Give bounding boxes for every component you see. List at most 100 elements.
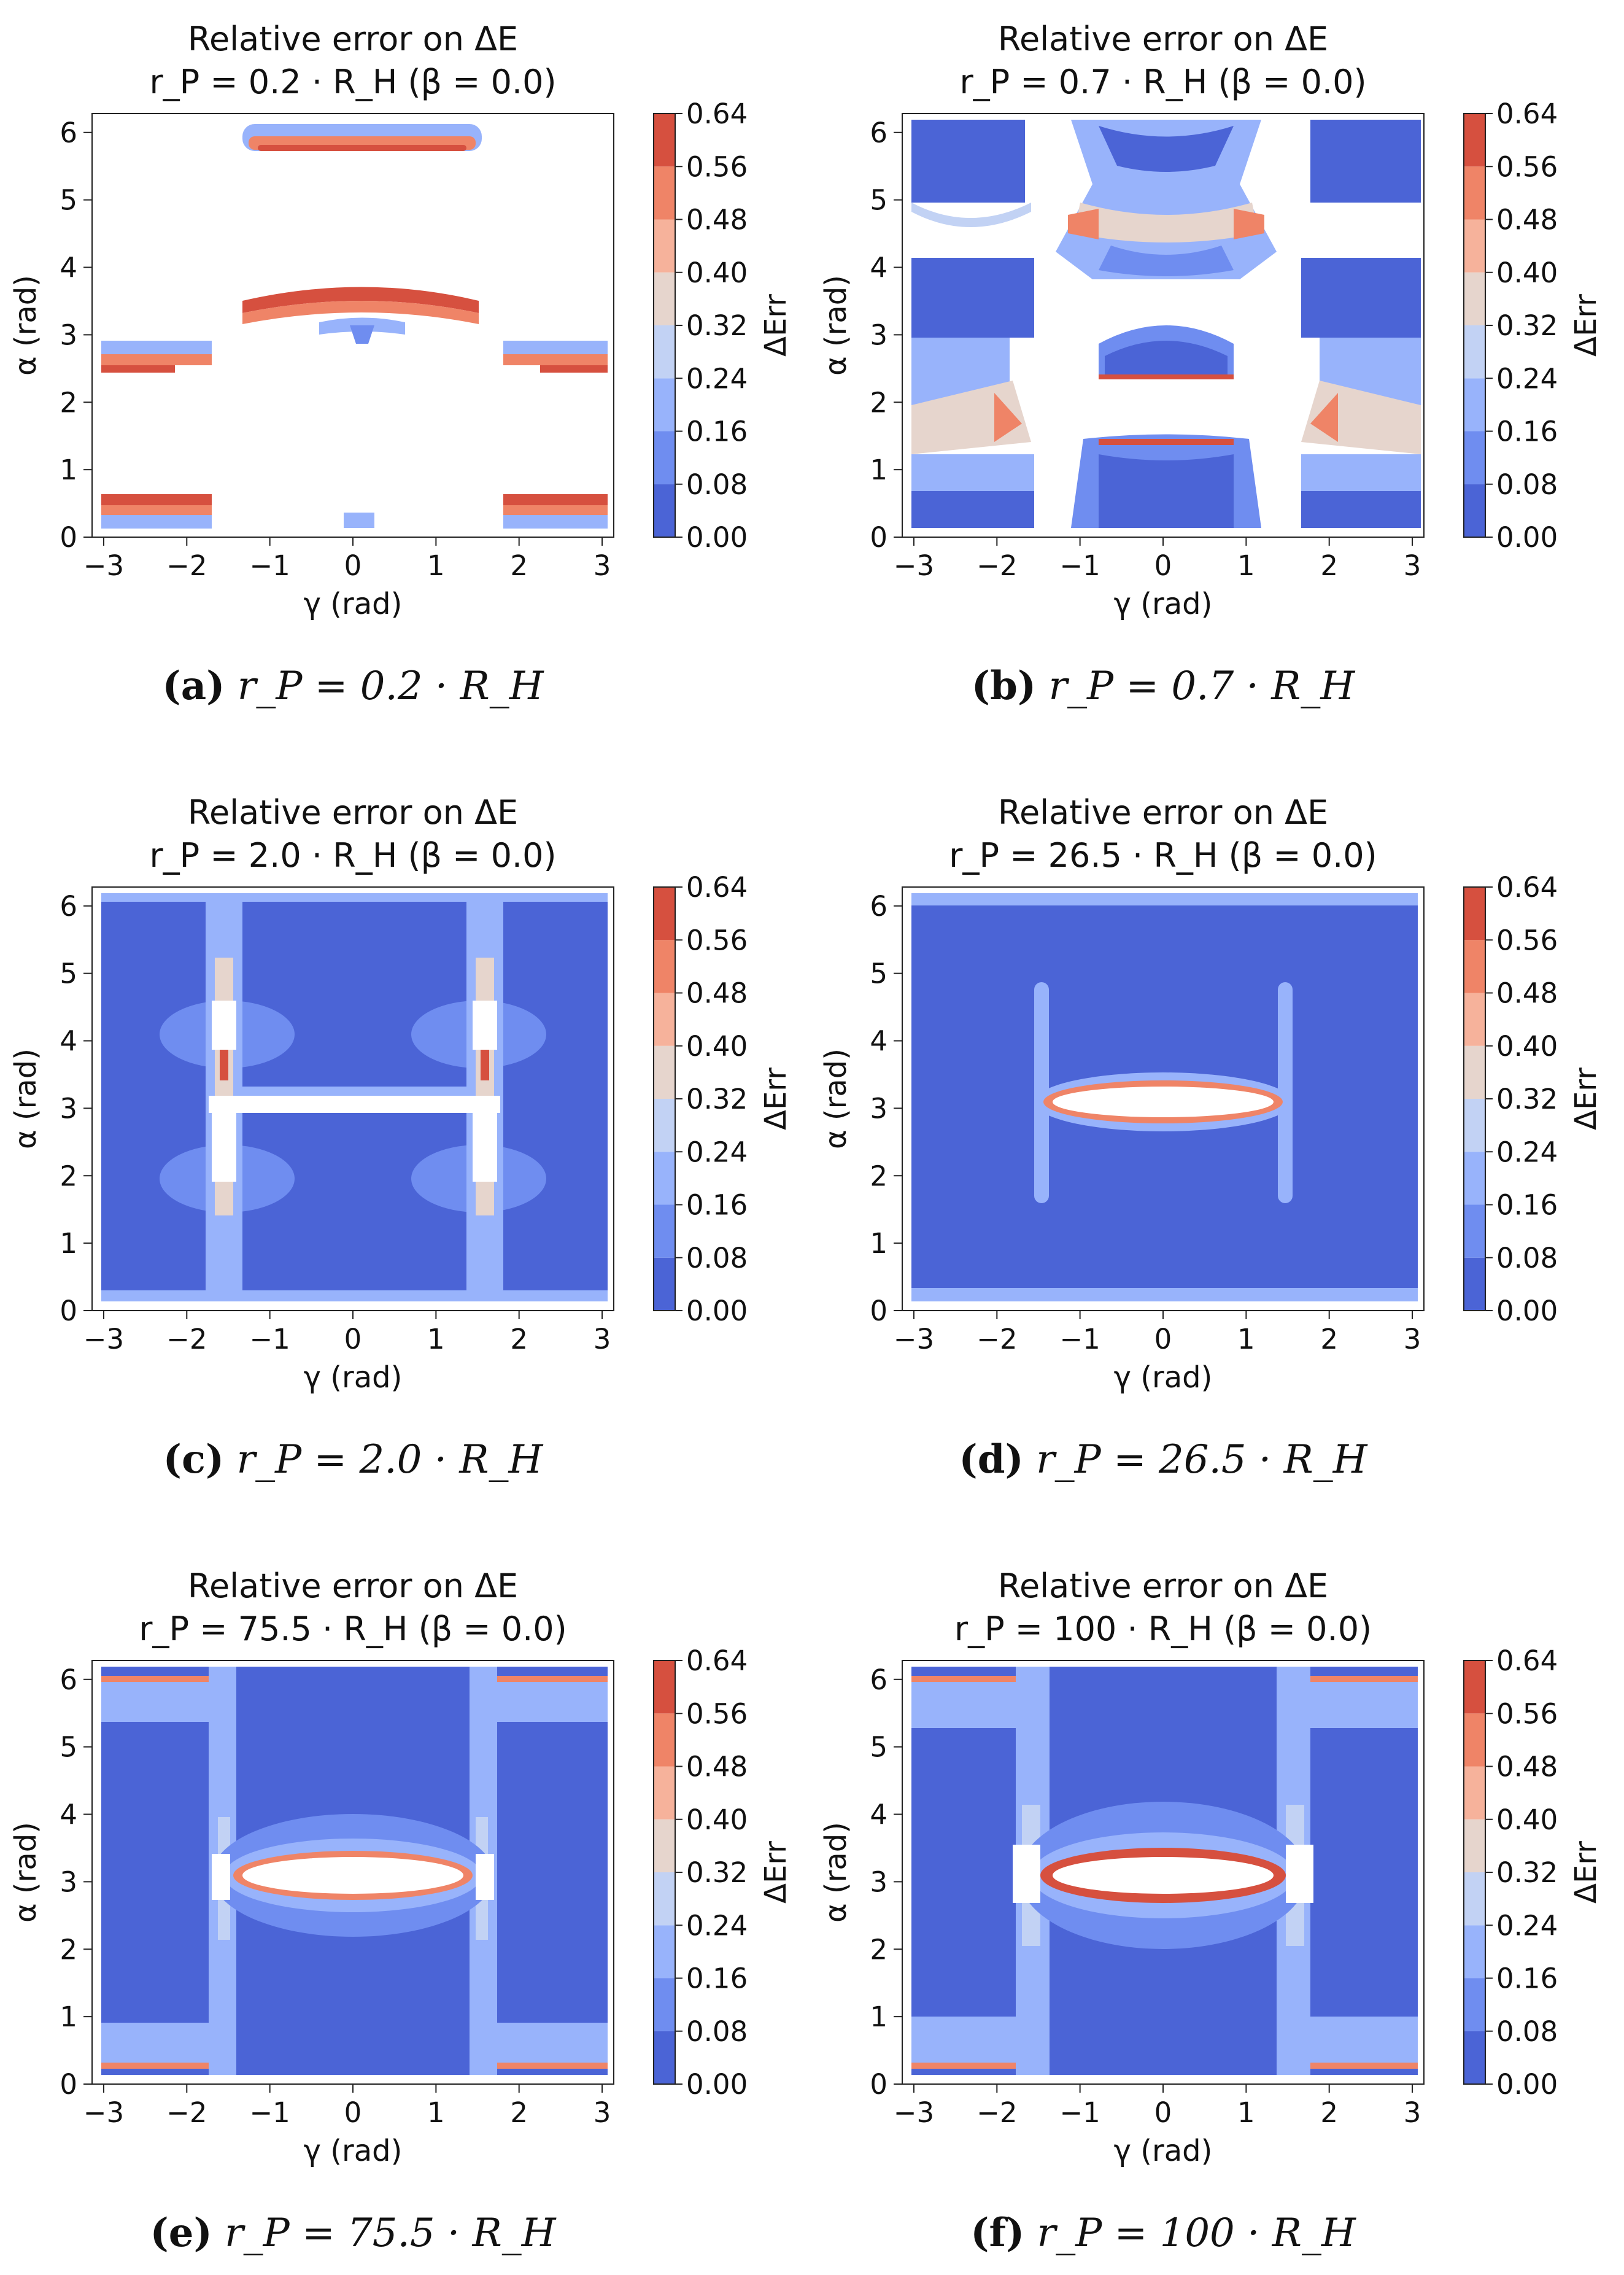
panel-d: Relative error on ΔE r_P = 26.5 · R_H (β… [810, 773, 1608, 1482]
plot-area [91, 1660, 614, 2085]
x-tick-label: 2 [1320, 549, 1338, 582]
colorbar-segment [654, 2031, 675, 2084]
colorbar-segment [1464, 114, 1485, 167]
y-tick-label: 0 [60, 1295, 77, 1327]
colorbar-tick-label: 0.48 [1496, 1751, 1558, 1783]
colorbar-tick-label: 0.40 [686, 1804, 748, 1836]
colorbar-segment [1464, 1204, 1485, 1258]
chart-a: Relative error on ΔE r_P = 0.2 · R_H (β … [9, 20, 793, 621]
colorbar-tick-label: 0.32 [686, 1083, 748, 1115]
x-axis: −3 −2 −1 0 1 2 3 γ (rad) [894, 2084, 1421, 2168]
x-tick-label: 1 [427, 2096, 445, 2129]
y-tick-label: 6 [60, 890, 77, 923]
x-tick-label: −1 [1059, 1323, 1100, 1355]
x-tick-label: −3 [894, 549, 934, 582]
colorbar-segment [654, 166, 675, 220]
y-tick-label: 6 [60, 117, 77, 149]
undefined-region [242, 1857, 463, 1894]
colorbar-tick-label: 0.24 [686, 362, 748, 395]
colorbar-segment [654, 484, 675, 537]
y-tick-label: 4 [60, 1025, 77, 1058]
y-tick-label: 0 [870, 1295, 887, 1327]
colorbar-segment [1464, 1661, 1485, 1714]
plot-area [902, 1660, 1425, 2085]
y-tick-label: 6 [60, 1664, 77, 1696]
caption: (d) r_P = 26.5 · R_H [810, 1436, 1516, 1482]
error-region [911, 893, 1418, 905]
x-tick-label: −1 [1059, 2096, 1100, 2129]
chart-title: Relative error on ΔE [188, 793, 518, 832]
caption-equation: r_P = 26.5 · R_H [1036, 1437, 1367, 1482]
colorbar-segment [654, 431, 675, 484]
error-region [1310, 120, 1421, 203]
x-axis-label: γ (rad) [304, 587, 403, 621]
y-tick-label: 6 [870, 890, 887, 923]
colorbar-tick-label: 0.00 [1496, 2068, 1558, 2101]
colorbar-segment [1464, 1257, 1485, 1311]
error-band [258, 145, 466, 151]
x-axis-label: γ (rad) [1114, 1360, 1213, 1395]
caption-letter: (b) [971, 663, 1037, 709]
y-tick-label: 3 [870, 319, 887, 351]
undefined-region [212, 1001, 236, 1050]
y-tick-label: 1 [60, 454, 77, 486]
colorbar-segment [1464, 1925, 1485, 1979]
error-region [911, 454, 1034, 491]
x-tick-label: 2 [1320, 1323, 1338, 1355]
colorbar-segment [1464, 1766, 1485, 1820]
error-band [101, 354, 212, 365]
colorbar-tick-label: 0.56 [1496, 1697, 1558, 1730]
colorbar-tick-label: 0.32 [686, 1856, 748, 1889]
caption-letter: (f) [970, 2210, 1025, 2256]
colorbar-segment [1464, 272, 1485, 325]
colorbar-tick-label: 0.56 [686, 924, 748, 956]
chart-title: Relative error on ΔE [998, 20, 1328, 58]
colorbar-segment [654, 1925, 675, 1979]
x-tick-label: 3 [594, 549, 611, 582]
colorbar-segment [1464, 484, 1485, 537]
error-region [485, 2063, 608, 2069]
plot-area [902, 886, 1425, 1311]
colorbar-segment [1464, 1978, 1485, 2031]
error-region [101, 1290, 608, 1301]
x-tick-label: 2 [510, 1323, 528, 1355]
y-tick-label: 4 [870, 252, 887, 284]
colorbar-tick-label: 0.48 [686, 1751, 748, 1783]
colorbar-tick-label: 0.00 [686, 2068, 748, 2101]
y-axis-label: α (rad) [9, 275, 43, 376]
y-axis: 0 1 2 3 4 5 6 α (rad) [9, 890, 92, 1327]
error-band [344, 513, 374, 528]
x-tick-label: −2 [166, 2096, 207, 2129]
colorbar-segment [654, 219, 675, 273]
error-region [1099, 439, 1234, 445]
x-axis: −3 −2 −1 0 1 2 3 γ (rad) [894, 1311, 1421, 1395]
colorbar-segment [1464, 1872, 1485, 1926]
y-tick-label: 5 [60, 1731, 77, 1764]
x-tick-label: −3 [894, 2096, 934, 2129]
caption: (f) r_P = 100 · R_H [810, 2210, 1516, 2256]
y-tick-label: 6 [870, 1664, 887, 1696]
colorbar-segment [654, 1872, 675, 1926]
colorbar-tick-label: 0.48 [686, 204, 748, 236]
error-band [101, 505, 212, 515]
x-tick-label: −3 [894, 1323, 934, 1355]
error-band [503, 505, 608, 515]
chart-e: Relative error on ΔE r_P = 75.5 · R_H (β… [9, 1567, 793, 2168]
x-tick-label: −2 [976, 2096, 1017, 2129]
colorbar-segment [654, 1661, 675, 1714]
y-tick-label: 0 [870, 2068, 887, 2101]
error-region [911, 2017, 1034, 2066]
colorbar-tick-label: 0.16 [686, 416, 748, 448]
error-region [1295, 1679, 1418, 1728]
x-tick-label: 0 [1154, 1323, 1172, 1355]
panel-e: Relative error on ΔE r_P = 75.5 · R_H (β… [0, 1547, 798, 2256]
x-axis: −3 −2 −1 0 1 2 3 γ (rad) [83, 537, 611, 621]
error-region [911, 1288, 1418, 1301]
chart-d: Relative error on ΔE r_P = 26.5 · R_H (β… [819, 793, 1603, 1395]
chart-title: Relative error on ΔE [998, 1567, 1328, 1605]
undefined-region [209, 1096, 500, 1113]
colorbar-segment [654, 272, 675, 325]
error-region [1310, 393, 1338, 442]
chart-title: Relative error on ΔE [188, 1567, 518, 1605]
colorbar-tick-label: 0.00 [1496, 1295, 1558, 1327]
